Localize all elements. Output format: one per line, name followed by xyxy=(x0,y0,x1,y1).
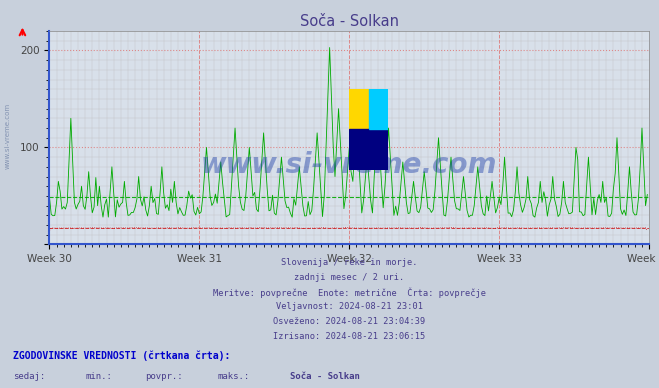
Text: Soča - Solkan: Soča - Solkan xyxy=(290,372,360,381)
Text: Meritve: povprečne  Enote: metrične  Črta: povprečje: Meritve: povprečne Enote: metrične Črta:… xyxy=(213,288,486,298)
Text: zadnji mesec / 2 uri.: zadnji mesec / 2 uri. xyxy=(294,273,405,282)
Text: ZGODOVINSKE VREDNOSTI (črtkana črta):: ZGODOVINSKE VREDNOSTI (črtkana črta): xyxy=(13,350,231,361)
Text: Slovenija / reke in morje.: Slovenija / reke in morje. xyxy=(281,258,418,267)
Text: Veljavnost: 2024-08-21 23:01: Veljavnost: 2024-08-21 23:01 xyxy=(275,302,423,311)
Text: Izrisano: 2024-08-21 23:06:15: Izrisano: 2024-08-21 23:06:15 xyxy=(273,332,426,341)
Text: Osveženo: 2024-08-21 23:04:39: Osveženo: 2024-08-21 23:04:39 xyxy=(273,317,426,326)
Text: povpr.:: povpr.: xyxy=(145,372,183,381)
Text: Soča - Solkan: Soča - Solkan xyxy=(300,14,399,29)
Text: min.:: min.: xyxy=(86,372,113,381)
Text: www.si-vreme.com: www.si-vreme.com xyxy=(5,103,11,169)
Text: sedaj:: sedaj: xyxy=(13,372,45,381)
Text: maks.:: maks.: xyxy=(217,372,250,381)
Text: www.si-vreme.com: www.si-vreme.com xyxy=(201,151,498,180)
